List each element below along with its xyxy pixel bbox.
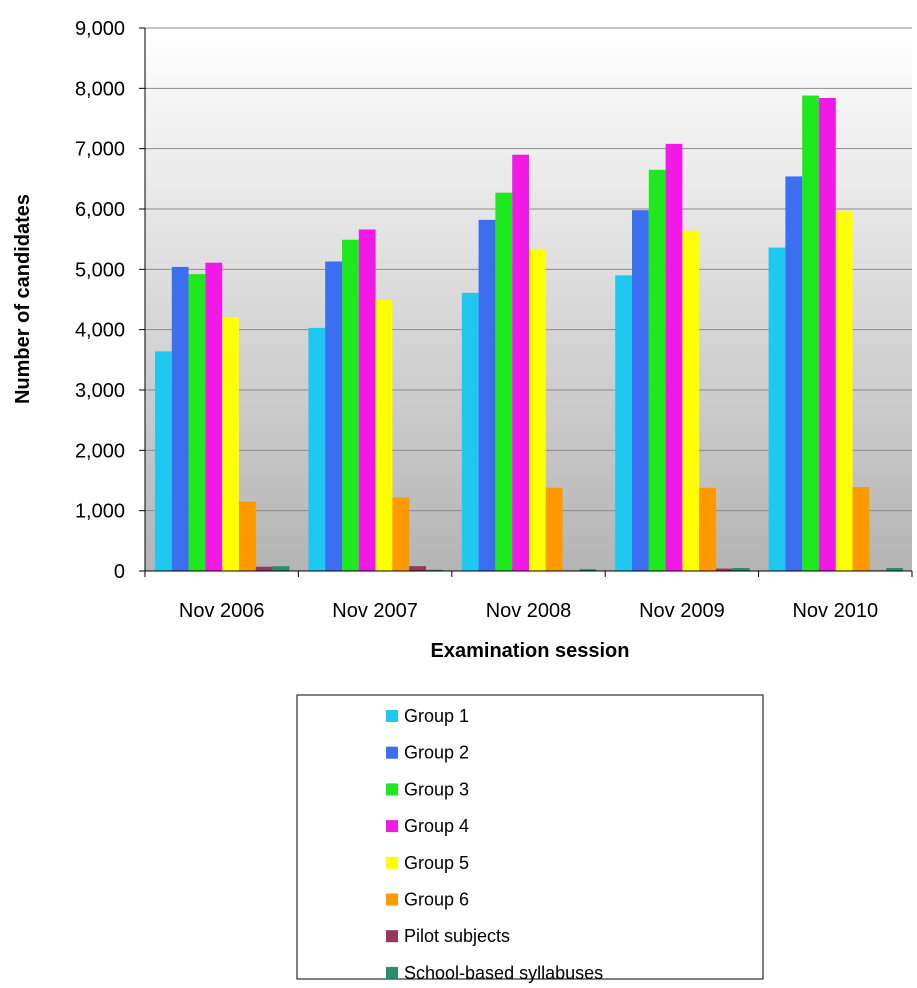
bar-group-1-nov-2006 xyxy=(155,351,172,571)
x-tick-labels: Nov 2006 Nov 2007 Nov 2008 Nov 2009 Nov 2010 xyxy=(144,571,913,622)
axes xyxy=(144,28,912,572)
bar-group-2-nov-2007 xyxy=(325,261,342,571)
y-tick-label: 8,000 xyxy=(75,78,125,100)
legend-swatch xyxy=(386,930,398,943)
legend: Group 1 Group 2 Group 3 Group 4 Group 5 Group… xyxy=(296,694,764,983)
bar-group-6-nov-2008 xyxy=(545,487,563,571)
bar-group-6-nov-2009 xyxy=(699,487,716,571)
bar-group-6-nov-2006 xyxy=(239,501,256,571)
bar-school-based-syllabuses-nov-2010 xyxy=(886,567,903,571)
y-tick-label: 4,000 xyxy=(75,320,125,342)
bar-group-5-nov-2010 xyxy=(835,210,853,571)
legend-label: Group 3 xyxy=(404,779,469,799)
y-axis-title: Number of candidates xyxy=(12,194,34,404)
bar-school-based-syllabuses-nov-2008 xyxy=(579,569,597,571)
bar-school-based-syllabuses-nov-2006 xyxy=(272,566,290,571)
y-tick-label: 2,000 xyxy=(75,440,125,462)
bar-group-2-nov-2008 xyxy=(478,219,496,572)
bar-group-5-nov-2008 xyxy=(529,249,546,572)
bar-group-5-nov-2007 xyxy=(375,299,393,571)
bar-group-6-nov-2007 xyxy=(392,497,410,571)
bar-group-2-nov-2006 xyxy=(171,266,189,571)
bar-group-4-nov-2006 xyxy=(205,262,223,571)
bar-group-4-nov-2009 xyxy=(665,143,683,571)
bar-group-1-nov-2008 xyxy=(461,292,479,571)
legend-swatch xyxy=(386,710,398,722)
legend-label: Group 5 xyxy=(404,853,469,873)
y-tick-label: 7,000 xyxy=(75,139,125,161)
bar-school-based-syllabuses-nov-2009 xyxy=(732,567,750,571)
bar-group-1-nov-2009 xyxy=(615,275,632,571)
bar-group-2-nov-2009 xyxy=(632,210,649,571)
y-tick-labels: 0 1,000 2,000 3,000 4,000 5,000 6,000 7,000 8,00… xyxy=(75,18,145,583)
bar-pilot-subjects-nov-2009 xyxy=(716,568,733,571)
legend-swatch xyxy=(386,820,398,833)
bar-group-4-nov-2008 xyxy=(512,154,529,571)
legend-label: Group 1 xyxy=(404,706,469,726)
bar-group-3-nov-2010 xyxy=(802,95,819,571)
x-axis-title: Examination session xyxy=(431,640,630,662)
bar-pilot-subjects-nov-2007 xyxy=(409,566,426,571)
x-tick-label: Nov 2006 xyxy=(179,600,265,622)
x-tick-label: Nov 2009 xyxy=(639,600,725,622)
x-tick-label: Nov 2010 xyxy=(792,600,878,622)
legend-swatch xyxy=(386,783,398,796)
bar-school-based-syllabuses-nov-2007 xyxy=(426,569,443,571)
legend-label: Group 6 xyxy=(404,890,469,910)
legend-label: School-based syllabuses xyxy=(404,963,603,983)
y-tick-label: 1,000 xyxy=(75,501,125,523)
bar-group-2-nov-2010 xyxy=(785,176,803,572)
legend-swatch xyxy=(386,893,398,906)
y-tick-label: 3,000 xyxy=(75,380,125,402)
legend-swatch xyxy=(386,966,398,979)
bar-pilot-subjects-nov-2006 xyxy=(255,566,273,571)
x-tick-label: Nov 2008 xyxy=(486,600,572,622)
bar-group-5-nov-2006 xyxy=(222,317,239,571)
bar-group-3-nov-2009 xyxy=(648,169,666,571)
bar-group-4-nov-2007 xyxy=(358,229,376,571)
legend-swatch xyxy=(386,856,398,869)
bars xyxy=(155,95,903,572)
y-tick-label: 6,000 xyxy=(75,199,125,221)
legend-label: Group 2 xyxy=(404,743,469,763)
bar-group-3-nov-2008 xyxy=(495,192,513,571)
y-tick-label: 5,000 xyxy=(75,259,125,281)
y-tick-label: 0 xyxy=(114,561,125,583)
bar-group-5-nov-2009 xyxy=(682,230,700,571)
bar-group-4-nov-2010 xyxy=(819,97,836,572)
bar-group-6-nov-2010 xyxy=(852,487,870,571)
bar-group-3-nov-2007 xyxy=(342,239,359,571)
bar-group-3-nov-2006 xyxy=(188,274,206,571)
legend-swatch xyxy=(386,746,398,759)
y-tick-label: 9,000 xyxy=(75,18,125,40)
bar-group-1-nov-2007 xyxy=(308,327,326,571)
legend-box xyxy=(296,694,764,980)
legend-label: Pilot subjects xyxy=(404,926,510,946)
x-tick-label: Nov 2007 xyxy=(332,600,418,622)
bar-group-1-nov-2010 xyxy=(768,247,786,572)
legend-label: Group 4 xyxy=(404,816,469,836)
